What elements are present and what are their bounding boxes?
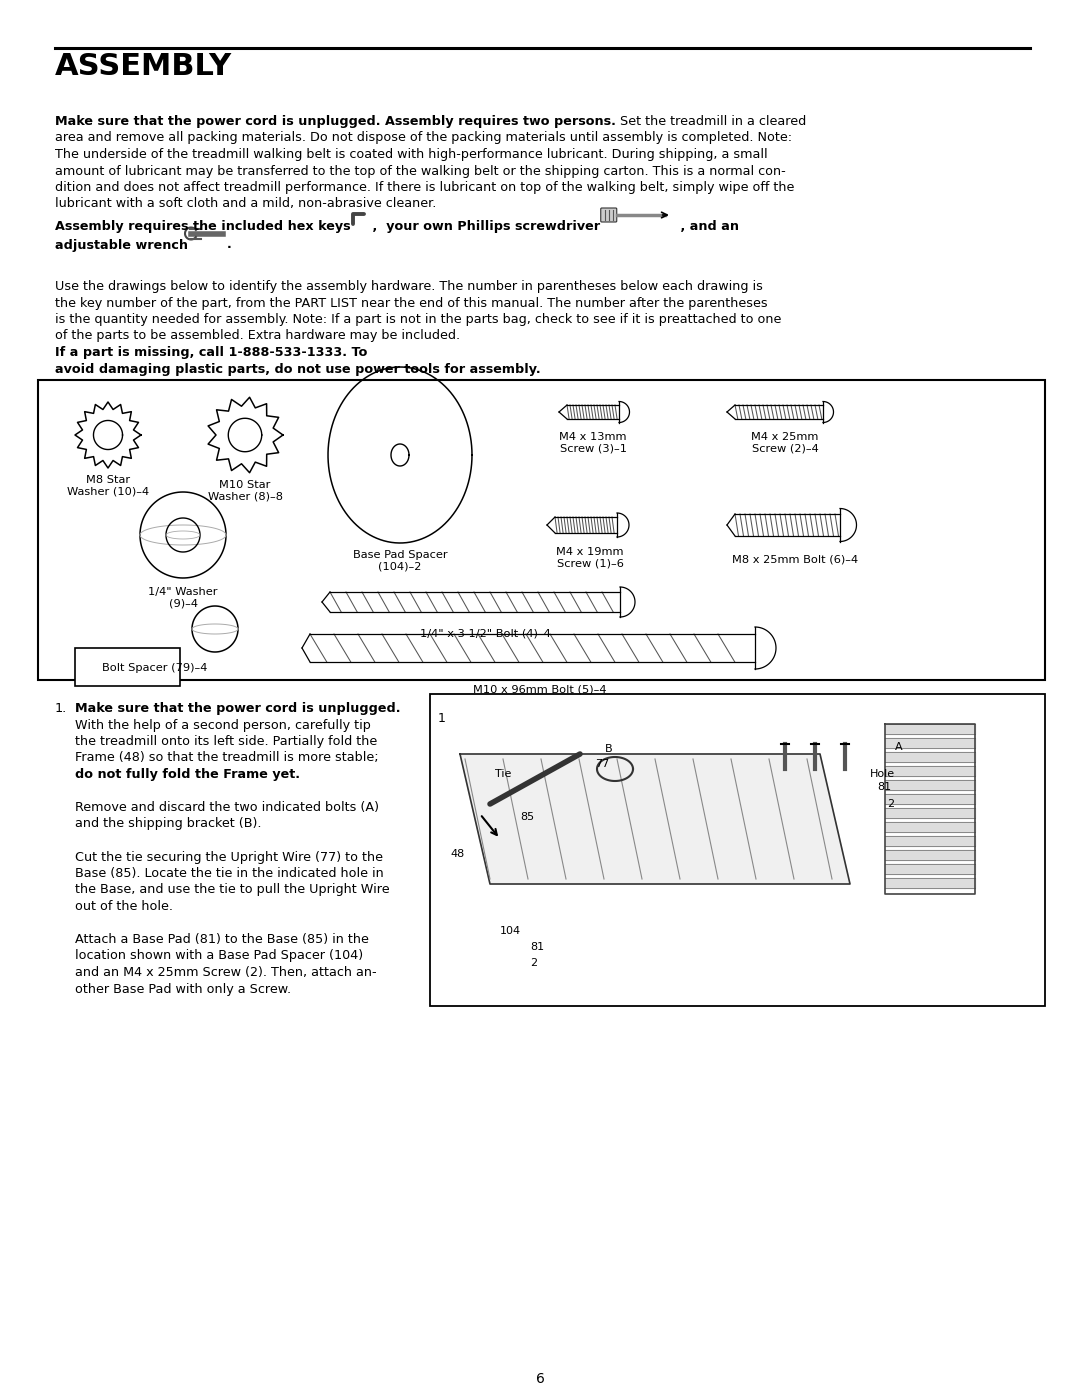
Text: of the parts to be assembled. Extra hardware may be included.: of the parts to be assembled. Extra hard… bbox=[55, 330, 464, 342]
Text: and an M4 x 25mm Screw (2). Then, attach an-: and an M4 x 25mm Screw (2). Then, attach… bbox=[75, 965, 377, 979]
Bar bbox=[75, 648, 180, 686]
Text: area and remove all packing materials. Do not dispose of the packing materials u: area and remove all packing materials. D… bbox=[55, 131, 792, 144]
Bar bbox=[430, 694, 1045, 1006]
Text: M4 x 19mm
Screw (1)–6: M4 x 19mm Screw (1)–6 bbox=[556, 548, 624, 569]
Polygon shape bbox=[885, 752, 975, 761]
Text: and the shipping bracket (B).: and the shipping bracket (B). bbox=[75, 817, 261, 830]
Text: 2: 2 bbox=[887, 799, 894, 809]
Text: Attach a Base Pad (81) to the Base (85) in the: Attach a Base Pad (81) to the Base (85) … bbox=[75, 933, 369, 946]
Text: 6: 6 bbox=[536, 1372, 544, 1386]
Text: Frame (48) so that the treadmill is more stable;: Frame (48) so that the treadmill is more… bbox=[75, 752, 379, 764]
Text: With the help of a second person, carefully tip: With the help of a second person, carefu… bbox=[75, 718, 370, 732]
Text: 1/4" x 3 1/2" Bolt (4)–4: 1/4" x 3 1/2" Bolt (4)–4 bbox=[420, 629, 551, 638]
Text: 85: 85 bbox=[519, 812, 535, 821]
Polygon shape bbox=[885, 724, 975, 733]
Text: amount of lubricant may be transferred to the top of the walking belt or the shi: amount of lubricant may be transferred t… bbox=[55, 165, 786, 177]
Polygon shape bbox=[885, 780, 975, 789]
Text: The underside of the treadmill walking belt is coated with high-performance lubr: The underside of the treadmill walking b… bbox=[55, 148, 768, 161]
Polygon shape bbox=[885, 835, 975, 847]
Text: the treadmill onto its left side. Partially fold the: the treadmill onto its left side. Partia… bbox=[75, 735, 377, 747]
Text: A: A bbox=[895, 742, 903, 752]
Polygon shape bbox=[885, 863, 975, 875]
Text: M8 x 25mm Bolt (6)–4: M8 x 25mm Bolt (6)–4 bbox=[732, 555, 859, 564]
Text: Remove and discard the two indicated bolts (A): Remove and discard the two indicated bol… bbox=[75, 800, 379, 814]
Text: Bolt Spacer (79)–4: Bolt Spacer (79)–4 bbox=[103, 664, 207, 673]
Text: Use the drawings below to identify the assembly hardware. The number in parenthe: Use the drawings below to identify the a… bbox=[55, 279, 762, 293]
Polygon shape bbox=[460, 754, 850, 884]
Text: Make sure that the power cord is unplugged. Assembly requires two persons.: Make sure that the power cord is unplugg… bbox=[55, 115, 616, 129]
Text: Tie: Tie bbox=[495, 768, 511, 780]
Text: Hole: Hole bbox=[870, 768, 895, 780]
Text: M10 Star
Washer (8)–8: M10 Star Washer (8)–8 bbox=[207, 481, 283, 502]
Text: do not fully fold the Frame yet.: do not fully fold the Frame yet. bbox=[75, 768, 300, 781]
Polygon shape bbox=[885, 793, 975, 805]
Polygon shape bbox=[885, 807, 975, 819]
Text: lubricant with a soft cloth and a mild, non-abrasive cleaner.: lubricant with a soft cloth and a mild, … bbox=[55, 197, 436, 211]
Text: adjustable wrench: adjustable wrench bbox=[55, 239, 188, 251]
Text: M10 x 96mm Bolt (5)–4: M10 x 96mm Bolt (5)–4 bbox=[473, 685, 607, 694]
Text: M8 Star
Washer (10)–4: M8 Star Washer (10)–4 bbox=[67, 475, 149, 496]
Text: .: . bbox=[227, 239, 232, 251]
Polygon shape bbox=[885, 877, 975, 888]
Text: 81: 81 bbox=[530, 942, 544, 951]
Text: other Base Pad with only a Screw.: other Base Pad with only a Screw. bbox=[75, 982, 292, 996]
Text: , and an: , and an bbox=[676, 219, 739, 233]
Text: 81: 81 bbox=[877, 782, 891, 792]
Text: M4 x 13mm
Screw (3)–1: M4 x 13mm Screw (3)–1 bbox=[559, 432, 626, 454]
Polygon shape bbox=[885, 821, 975, 833]
Text: location shown with a Base Pad Spacer (104): location shown with a Base Pad Spacer (1… bbox=[75, 950, 363, 963]
Text: 48: 48 bbox=[450, 849, 464, 859]
Text: ,  your own Phillips screwdriver: , your own Phillips screwdriver bbox=[367, 219, 599, 233]
FancyBboxPatch shape bbox=[600, 208, 617, 222]
Text: Base Pad Spacer
(104)–2: Base Pad Spacer (104)–2 bbox=[353, 550, 447, 571]
Text: out of the hole.: out of the hole. bbox=[75, 900, 173, 914]
Text: 104: 104 bbox=[500, 926, 522, 936]
Text: M4 x 25mm
Screw (2)–4: M4 x 25mm Screw (2)–4 bbox=[752, 432, 819, 454]
Text: the Base, and use the tie to pull the Upright Wire: the Base, and use the tie to pull the Up… bbox=[75, 883, 390, 897]
Text: avoid damaging plastic parts, do not use power tools for assembly.: avoid damaging plastic parts, do not use… bbox=[55, 362, 541, 376]
Text: B: B bbox=[605, 745, 612, 754]
Text: the key number of the part, from the PART LIST near the end of this manual. The : the key number of the part, from the PAR… bbox=[55, 296, 768, 310]
Text: 1.: 1. bbox=[55, 703, 67, 715]
Polygon shape bbox=[885, 738, 975, 747]
Text: ASSEMBLY: ASSEMBLY bbox=[55, 52, 232, 81]
Text: 1/4" Washer
(9)–4: 1/4" Washer (9)–4 bbox=[148, 587, 218, 609]
Text: Assembly requires the included hex keys: Assembly requires the included hex keys bbox=[55, 219, 351, 233]
Text: Cut the tie securing the Upright Wire (77) to the: Cut the tie securing the Upright Wire (7… bbox=[75, 851, 383, 863]
Text: Set the treadmill in a cleared: Set the treadmill in a cleared bbox=[616, 115, 806, 129]
Text: If a part is missing, call 1-888-533-1333. To: If a part is missing, call 1-888-533-133… bbox=[55, 346, 367, 359]
Polygon shape bbox=[885, 766, 975, 775]
Text: dition and does not affect treadmill performance. If there is lubricant on top o: dition and does not affect treadmill per… bbox=[55, 182, 795, 194]
Text: Base (85). Locate the tie in the indicated hole in: Base (85). Locate the tie in the indicat… bbox=[75, 868, 383, 880]
Text: is the quantity needed for assembly. Note: If a part is not in the parts bag, ch: is the quantity needed for assembly. Not… bbox=[55, 313, 781, 326]
Polygon shape bbox=[885, 849, 975, 861]
Text: Make sure that the power cord is unplugged.: Make sure that the power cord is unplugg… bbox=[75, 703, 401, 715]
Bar bbox=[38, 380, 1045, 680]
Text: 2: 2 bbox=[530, 958, 537, 968]
Text: 77: 77 bbox=[595, 759, 609, 768]
Text: 1: 1 bbox=[438, 712, 446, 725]
